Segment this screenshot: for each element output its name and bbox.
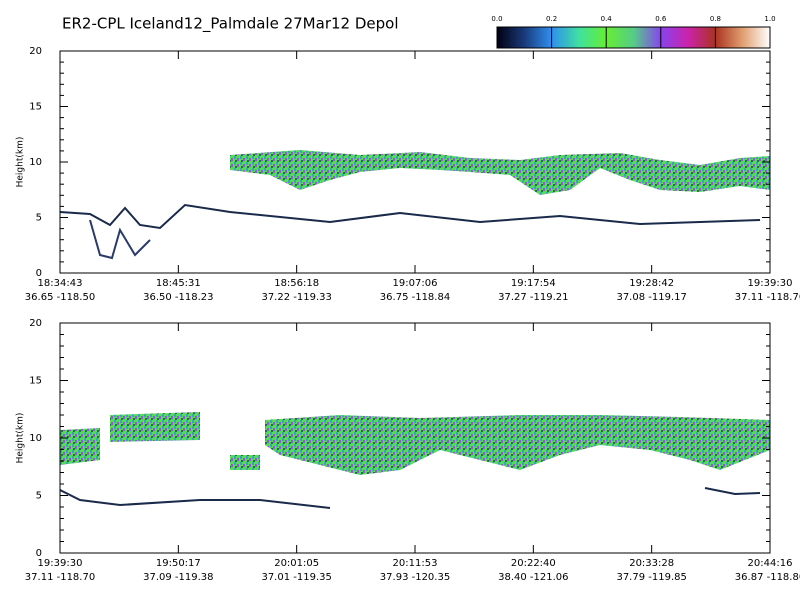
colorbar-tick-label: 0.0 [491,15,502,23]
x-tick-time: 20:22:40 [511,558,556,569]
x-tick-time: 20:11:53 [393,558,438,569]
aerosol-layer [704,487,761,496]
x-tick-position: 36.87 -118.80 [735,572,800,583]
x-tick-position: 37.79 -119.85 [616,572,686,583]
y-tick-label: 15 [29,376,42,387]
y-tick-label: 0 [36,548,42,559]
x-tick-position: 37.11 -118.70 [735,292,800,303]
cloud-layer [110,412,200,442]
cloud-layer [230,455,260,470]
x-tick-time: 18:56:18 [274,278,319,289]
title: ER2-CPL Iceland12_Palmdale 27Mar12 Depol [62,15,398,34]
x-tick-time: 19:17:54 [511,278,556,289]
colorbar-ticks: 0.0 0.2 0.4 0.6 0.8 1.0 [491,15,776,48]
colorbar [496,26,771,49]
y-tick-label: 10 [29,433,42,444]
x-tick-position: 37.27 -119.21 [498,292,568,303]
x-tick-position: 38.40 -121.06 [498,572,568,583]
x-tick-time: 20:01:05 [274,558,319,569]
x-tick-position: 37.08 -119.17 [616,292,686,303]
y-tick-label: 5 [36,213,42,224]
x-tick-time: 19:39:30 [38,558,83,569]
panels: 0 5 10 15 20 Height(km) 18:34:43 36.65 -118.50 1… [16,46,800,583]
x-tick-time: 20:33:28 [629,558,674,569]
x-tick-position: 37.01 -119.35 [261,572,331,583]
x-tick-position: 37.93 -120.35 [380,572,450,583]
x-tick-position: 37.22 -119.33 [261,292,331,303]
aerosol-layer [59,489,331,509]
y-tick-label: 10 [29,157,42,168]
cloud-layer [265,415,770,475]
x-tick-time: 19:07:06 [393,278,438,289]
aerosol-layer [59,203,761,230]
x-tick-time: 19:28:42 [629,278,674,289]
x-tick-time: 19:50:17 [156,558,201,569]
colorbar-tick-label: 0.6 [655,15,667,23]
colorbar-tick-label: 0.2 [546,15,557,23]
x-tick-time: 20:44:16 [748,558,793,569]
y-tick-label: 15 [29,102,42,113]
colorbar-tick-label: 0.8 [710,15,721,23]
colorbar-tick-label: 1.0 [764,15,775,23]
aerosol-layer [89,219,151,260]
cloud-layer [60,428,100,465]
x-tick-position: 37.11 -118.70 [25,572,95,583]
y-axis-label: Height(km) [16,137,26,188]
x-tick-position: 36.65 -118.50 [25,292,95,303]
y-tick-label: 0 [36,268,42,279]
y-axis-label: Height(km) [16,413,26,464]
y-tick-label: 5 [36,491,42,502]
colorbar-tick-label: 0.4 [601,15,613,23]
y-tick-label: 20 [29,46,42,57]
cloud-layer [230,150,770,195]
x-tick-time: 18:45:31 [156,278,201,289]
x-tick-position: 36.75 -118.84 [380,292,450,303]
x-tick-time: 19:39:30 [748,278,793,289]
x-tick-time: 18:34:43 [38,278,83,289]
y-tick-label: 20 [29,318,42,329]
x-tick-position: 36.50 -118.23 [143,292,213,303]
x-tick-position: 37.09 -119.38 [143,572,213,583]
